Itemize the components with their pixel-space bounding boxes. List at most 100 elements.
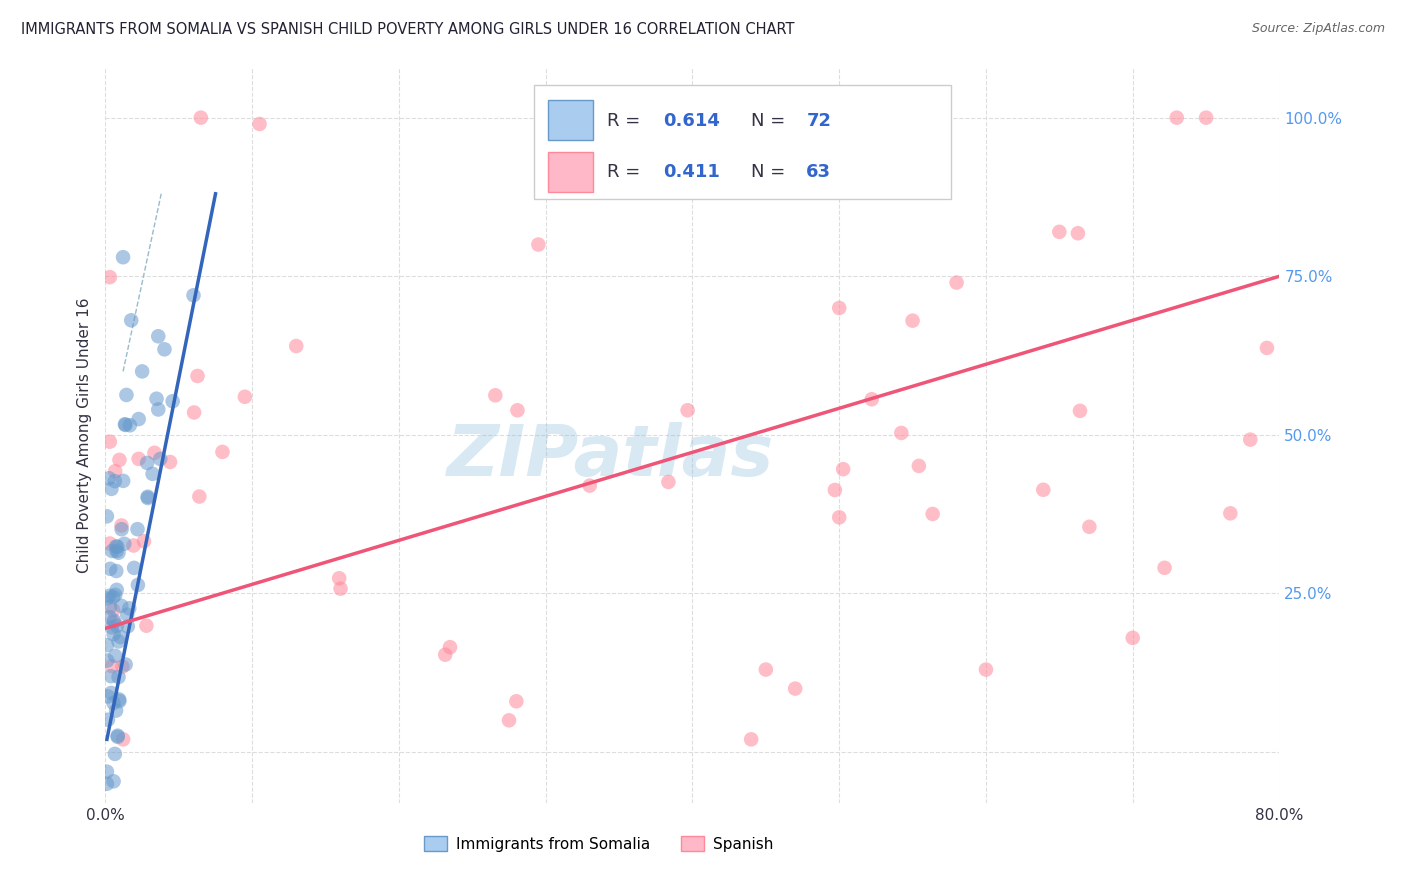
Point <box>97 471 120 485</box>
Point <box>105 540 128 554</box>
Point <box>1219 506 1241 520</box>
Point <box>101 620 124 634</box>
Point <box>132 534 155 549</box>
Point <box>114 417 136 432</box>
Point <box>108 694 131 708</box>
Point <box>740 732 762 747</box>
Point <box>110 630 132 644</box>
Point <box>136 456 159 470</box>
Point <box>117 619 139 633</box>
Point <box>142 467 165 481</box>
Point <box>120 313 142 327</box>
Point <box>104 588 127 602</box>
Point <box>98 434 121 449</box>
Point <box>100 482 122 496</box>
Point <box>127 522 149 536</box>
Point <box>104 464 127 478</box>
Point <box>860 392 883 407</box>
Point <box>329 582 352 596</box>
Point <box>1239 433 1261 447</box>
Point <box>98 536 121 550</box>
Point <box>115 607 138 622</box>
Point <box>824 483 846 497</box>
Point <box>96 654 118 668</box>
Text: Source: ZipAtlas.com: Source: ZipAtlas.com <box>1251 22 1385 36</box>
Point <box>110 522 132 536</box>
Point <box>122 561 145 575</box>
Point <box>98 589 121 603</box>
Point <box>96 591 118 606</box>
Point <box>135 618 157 632</box>
FancyBboxPatch shape <box>534 86 950 200</box>
Point <box>149 452 172 467</box>
Point <box>97 690 120 704</box>
Point <box>190 111 212 125</box>
Point <box>103 696 125 710</box>
Point <box>128 451 150 466</box>
Point <box>1122 631 1144 645</box>
Point <box>105 540 128 554</box>
Point <box>1195 111 1218 125</box>
Point <box>1069 404 1091 418</box>
Point <box>100 686 122 700</box>
Point <box>233 390 256 404</box>
Point <box>828 301 851 315</box>
Point <box>112 250 135 264</box>
Point <box>832 462 855 476</box>
Point <box>105 564 128 578</box>
Point <box>104 474 127 488</box>
Point <box>96 638 118 652</box>
Point <box>122 539 145 553</box>
Point <box>148 402 170 417</box>
Bar <box>548 100 593 140</box>
Point <box>143 446 166 460</box>
Point <box>785 681 807 696</box>
Point <box>96 509 118 524</box>
Point <box>96 764 118 779</box>
Point <box>1078 520 1101 534</box>
Point <box>114 417 136 432</box>
Point <box>890 425 912 440</box>
Point <box>183 288 205 302</box>
Point <box>105 619 128 633</box>
Point <box>328 571 350 585</box>
Point <box>128 412 150 426</box>
Point <box>110 599 132 613</box>
Point <box>105 704 128 718</box>
Point <box>1047 225 1070 239</box>
Point <box>148 329 170 343</box>
Point <box>98 562 121 576</box>
Point <box>100 669 122 683</box>
Text: N =: N = <box>751 112 792 129</box>
Point <box>908 458 931 473</box>
Point <box>103 603 125 617</box>
Point <box>945 276 967 290</box>
Point <box>153 343 176 357</box>
Point <box>755 663 778 677</box>
Point <box>1153 561 1175 575</box>
Legend: Immigrants from Somalia, Spanish: Immigrants from Somalia, Spanish <box>418 830 779 858</box>
Point <box>105 544 128 558</box>
Point <box>110 518 132 533</box>
Point <box>159 455 181 469</box>
Point <box>104 747 127 761</box>
Point <box>188 490 211 504</box>
Text: R =: R = <box>607 112 645 129</box>
Text: 72: 72 <box>806 112 831 129</box>
Bar <box>548 152 593 192</box>
Point <box>115 388 138 402</box>
Point <box>249 117 271 131</box>
Point <box>127 578 149 592</box>
Point <box>828 510 851 524</box>
Point <box>505 694 527 708</box>
Point <box>162 394 184 409</box>
Text: ZIPatlas: ZIPatlas <box>447 423 773 491</box>
Point <box>98 270 121 285</box>
Point <box>112 474 135 488</box>
Point <box>108 692 131 706</box>
Point <box>101 659 124 673</box>
Point <box>107 730 129 744</box>
Point <box>103 614 125 628</box>
Point <box>1166 111 1188 125</box>
Point <box>112 732 135 747</box>
